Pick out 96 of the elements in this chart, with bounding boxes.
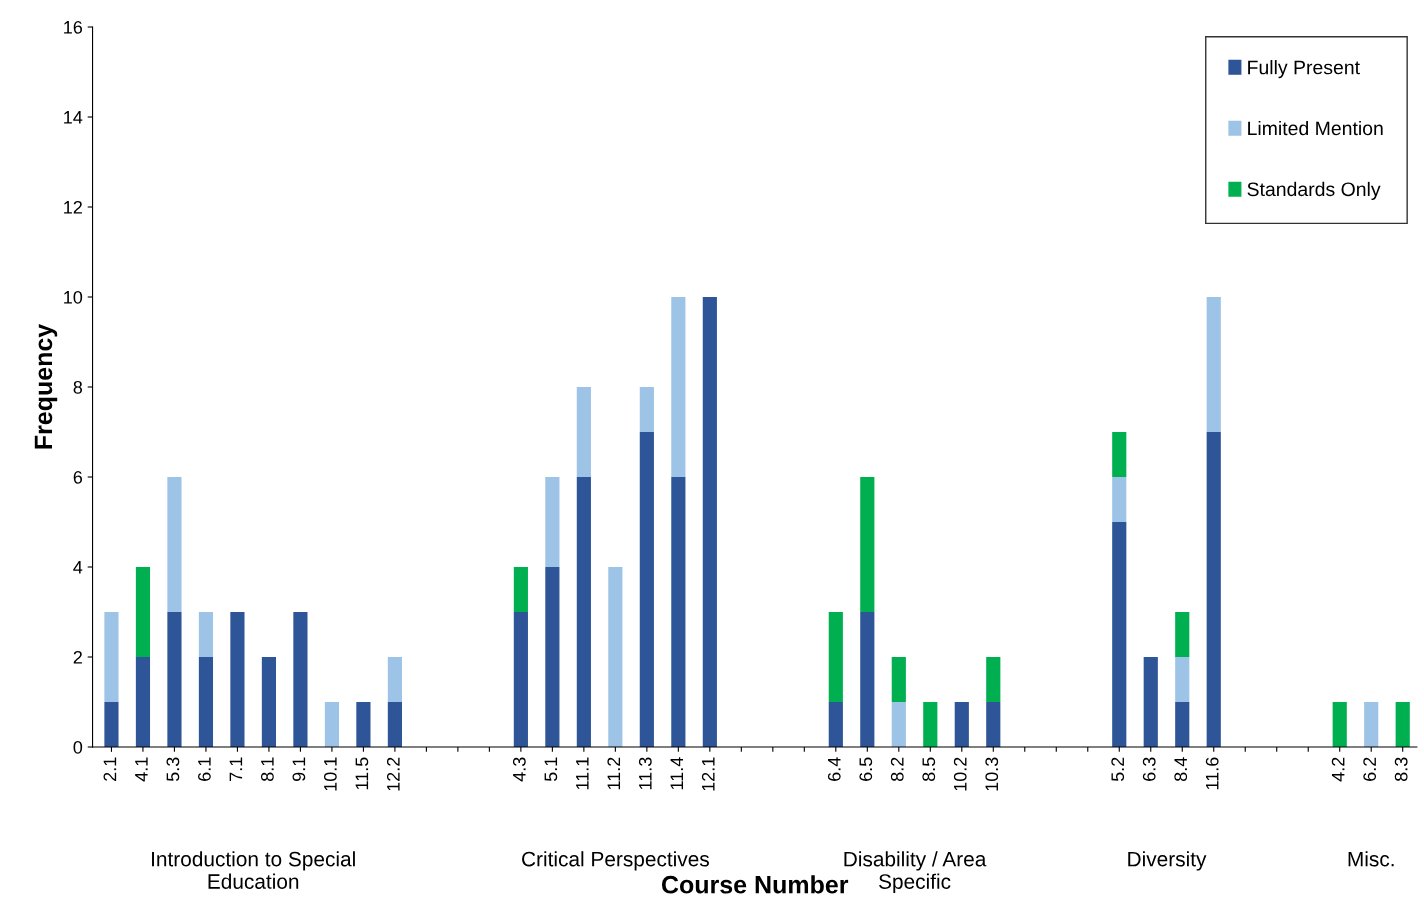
legend-label: Fully Present [1248, 60, 1360, 79]
text: Misc. [1348, 851, 1394, 867]
text: Critical Perspectives [522, 851, 709, 871]
bar [167, 612, 182, 747]
bar [324, 702, 339, 747]
bar [608, 567, 623, 747]
x-tick-label: 4.3 [512, 757, 526, 782]
bar [639, 387, 654, 432]
bar [545, 567, 560, 747]
x-tick-label: 12.1 [701, 757, 715, 791]
y-tick-label: 2 [73, 650, 82, 664]
bar [387, 657, 402, 702]
bar [104, 702, 119, 747]
x-tick-label: 2.1 [103, 757, 117, 781]
x-tick-label: 7.1 [229, 757, 243, 781]
bar [1206, 432, 1221, 747]
x-tick-label: 6.5 [859, 757, 873, 781]
bar [1395, 702, 1410, 747]
bar [135, 657, 151, 747]
bar [230, 612, 245, 747]
x-tick-label: 8.4 [1174, 757, 1188, 782]
x-tick-label: 5.2 [1111, 757, 1125, 782]
x-tick-label: 11.1 [576, 757, 589, 790]
bar [261, 657, 277, 747]
text: Introduction to Special Education [152, 851, 355, 889]
bar [356, 702, 371, 747]
bar [639, 432, 654, 747]
bar [1175, 657, 1190, 702]
x-tick-label: 11.5 [355, 757, 369, 790]
bar [860, 477, 875, 612]
bar [891, 657, 906, 702]
x-tick-label: 6.1 [198, 757, 211, 781]
y-axis-title: Frequency [34, 323, 58, 449]
x-tick-label: 6.2 [1363, 757, 1377, 781]
x-tick-label: 9.1 [292, 757, 306, 781]
x-tick-label: 8.5 [922, 757, 936, 782]
x-tick-label: 11.6 [1205, 757, 1219, 790]
x-tick-label: 11.3 [638, 757, 652, 790]
x-tick-label: 8.1 [260, 757, 274, 782]
x-tick-label: 6.3 [1142, 757, 1156, 781]
y-tick-label: 16 [64, 20, 83, 34]
x-tick-label: 6.4 [827, 757, 841, 781]
bar [891, 702, 906, 747]
bar [671, 477, 686, 747]
bar [513, 612, 528, 747]
bar [1206, 297, 1221, 432]
bar [986, 702, 1001, 747]
text: Diversity [1128, 851, 1207, 871]
bar [1175, 612, 1190, 657]
x-tick-label: 8.2 [890, 757, 904, 782]
bar [198, 612, 214, 657]
bar [167, 477, 182, 612]
bar [1112, 432, 1127, 477]
bar [576, 477, 591, 747]
bar [387, 702, 402, 747]
bar [1332, 702, 1347, 747]
bar [1112, 522, 1127, 747]
bar [293, 612, 308, 747]
y-tick-label: 6 [73, 470, 83, 484]
bar [1143, 657, 1158, 747]
bar [576, 387, 591, 477]
x-tick-label: 11.4 [670, 757, 684, 790]
x-tick-label: 11.2 [607, 757, 621, 790]
bar [1364, 702, 1379, 747]
x-tick-label: 4.2 [1331, 757, 1345, 782]
x-tick-label: 10.3 [985, 757, 999, 791]
x-tick-label: 4.1 [135, 757, 148, 782]
legend-label: Standards Only [1247, 181, 1381, 200]
bar [860, 612, 875, 747]
bar [198, 657, 214, 747]
bar [923, 702, 938, 747]
x-tick-label: 5.3 [166, 757, 180, 782]
y-tick-label: 8 [73, 380, 83, 394]
y-tick-label: 4 [73, 561, 83, 574]
y-tick-label: 10 [64, 290, 83, 304]
bar [828, 702, 843, 747]
bar [1175, 702, 1190, 747]
y-tick-label: 14 [64, 111, 83, 124]
bar [986, 657, 1001, 702]
bar [1112, 477, 1127, 522]
x-tick-label: 12.2 [386, 757, 400, 791]
y-tick-label: 12 [64, 200, 82, 214]
bar [104, 612, 119, 702]
bar [545, 477, 560, 567]
x-tick-label: 5.1 [544, 757, 558, 782]
y-tick-label: 0 [73, 740, 83, 754]
bar [671, 297, 686, 477]
x-tick-label: 10.2 [953, 757, 967, 791]
bar [513, 567, 528, 612]
x-tick-label: 10.1 [323, 757, 337, 791]
bar [954, 702, 969, 747]
x-tick-label: 8.3 [1394, 757, 1408, 782]
bar [135, 567, 151, 657]
legend-label: Limited Mention [1248, 120, 1383, 136]
bar [828, 612, 843, 702]
bar [702, 297, 717, 747]
